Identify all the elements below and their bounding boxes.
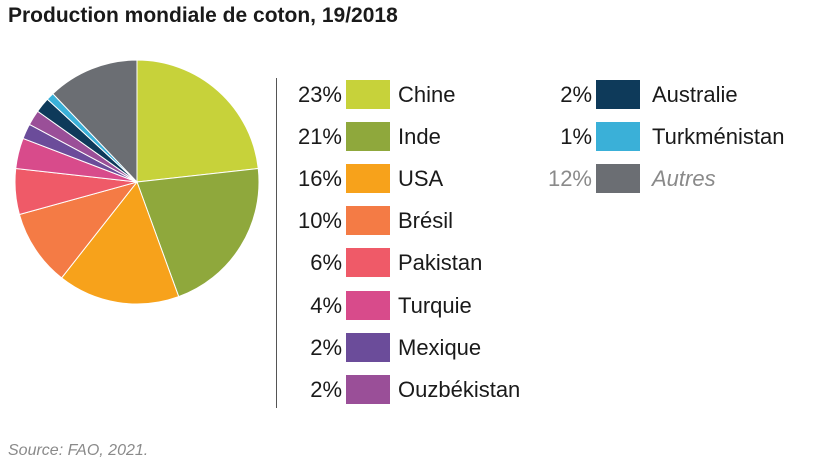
legend-swatch — [346, 248, 390, 277]
pie-slice-bresil — [18, 181, 139, 279]
legend-swatch — [346, 291, 390, 320]
legend-label: USA — [398, 166, 444, 191]
legend-swatch — [346, 122, 390, 151]
legend-swatch — [346, 164, 390, 193]
pie-chart — [14, 59, 260, 305]
legend-swatch — [596, 122, 640, 151]
legend-percent: 10% — [297, 208, 342, 233]
legend-item-pakistan: 6% Pakistan — [282, 248, 532, 278]
legend-swatch — [346, 80, 390, 109]
legend-percent: 1% — [560, 124, 592, 149]
legend-item-australie: 2% Australie — [532, 80, 812, 110]
legend-item-inde: 21% Inde — [282, 122, 532, 152]
legend-label: Autres — [652, 166, 716, 191]
legend-item-ouzbekistan: 2% Ouzbékistan — [282, 375, 532, 405]
legend-item-autres: 12% Autres — [532, 164, 812, 194]
legend-label: Turkménistan — [652, 124, 785, 149]
legend-label: Pakistan — [398, 250, 483, 275]
legend-label: Ouzbékistan — [398, 377, 521, 402]
legend-item-bresil: 10% Brésil — [282, 206, 532, 236]
legend-percent: 6% — [310, 250, 342, 275]
legend-percent: 4% — [310, 293, 342, 318]
legend-label: Brésil — [398, 208, 454, 233]
legend-divider — [276, 78, 277, 408]
legend-percent: 23% — [297, 82, 342, 107]
legend-label: Inde — [398, 124, 441, 149]
pie-slice-usa — [60, 180, 180, 305]
legend-item-chine: 23% Chine — [282, 80, 532, 110]
legend-percent: 12% — [547, 166, 592, 191]
legend-swatch — [346, 206, 390, 235]
source-note: Source: FAO, 2021. — [8, 442, 149, 459]
legend-swatch — [346, 333, 390, 362]
legend-swatch — [596, 164, 640, 193]
legend-item-turquie: 4% Turquie — [282, 291, 532, 321]
legend-percent: 2% — [310, 377, 342, 402]
legend-item-usa: 16% USA — [282, 164, 532, 194]
legend-percent: 2% — [310, 335, 342, 360]
pie-slice-autres — [52, 59, 138, 184]
legend-item-mexique: 2% Mexique — [282, 333, 532, 363]
pie-slice-chine — [136, 59, 259, 183]
chart-title: Production mondiale de coton, 19/2018 — [8, 4, 398, 27]
legend-label: Australie — [652, 82, 738, 107]
legend-percent: 21% — [297, 124, 342, 149]
legend-percent: 2% — [560, 82, 592, 107]
legend-swatch — [596, 80, 640, 109]
legend-percent: 16% — [297, 166, 342, 191]
legend-label: Turquie — [398, 293, 472, 318]
legend-swatch — [346, 375, 390, 404]
legend-label: Chine — [398, 82, 456, 107]
legend-label: Mexique — [398, 335, 482, 360]
legend-item-turkmenistan: 1% Turkménistan — [532, 122, 812, 152]
